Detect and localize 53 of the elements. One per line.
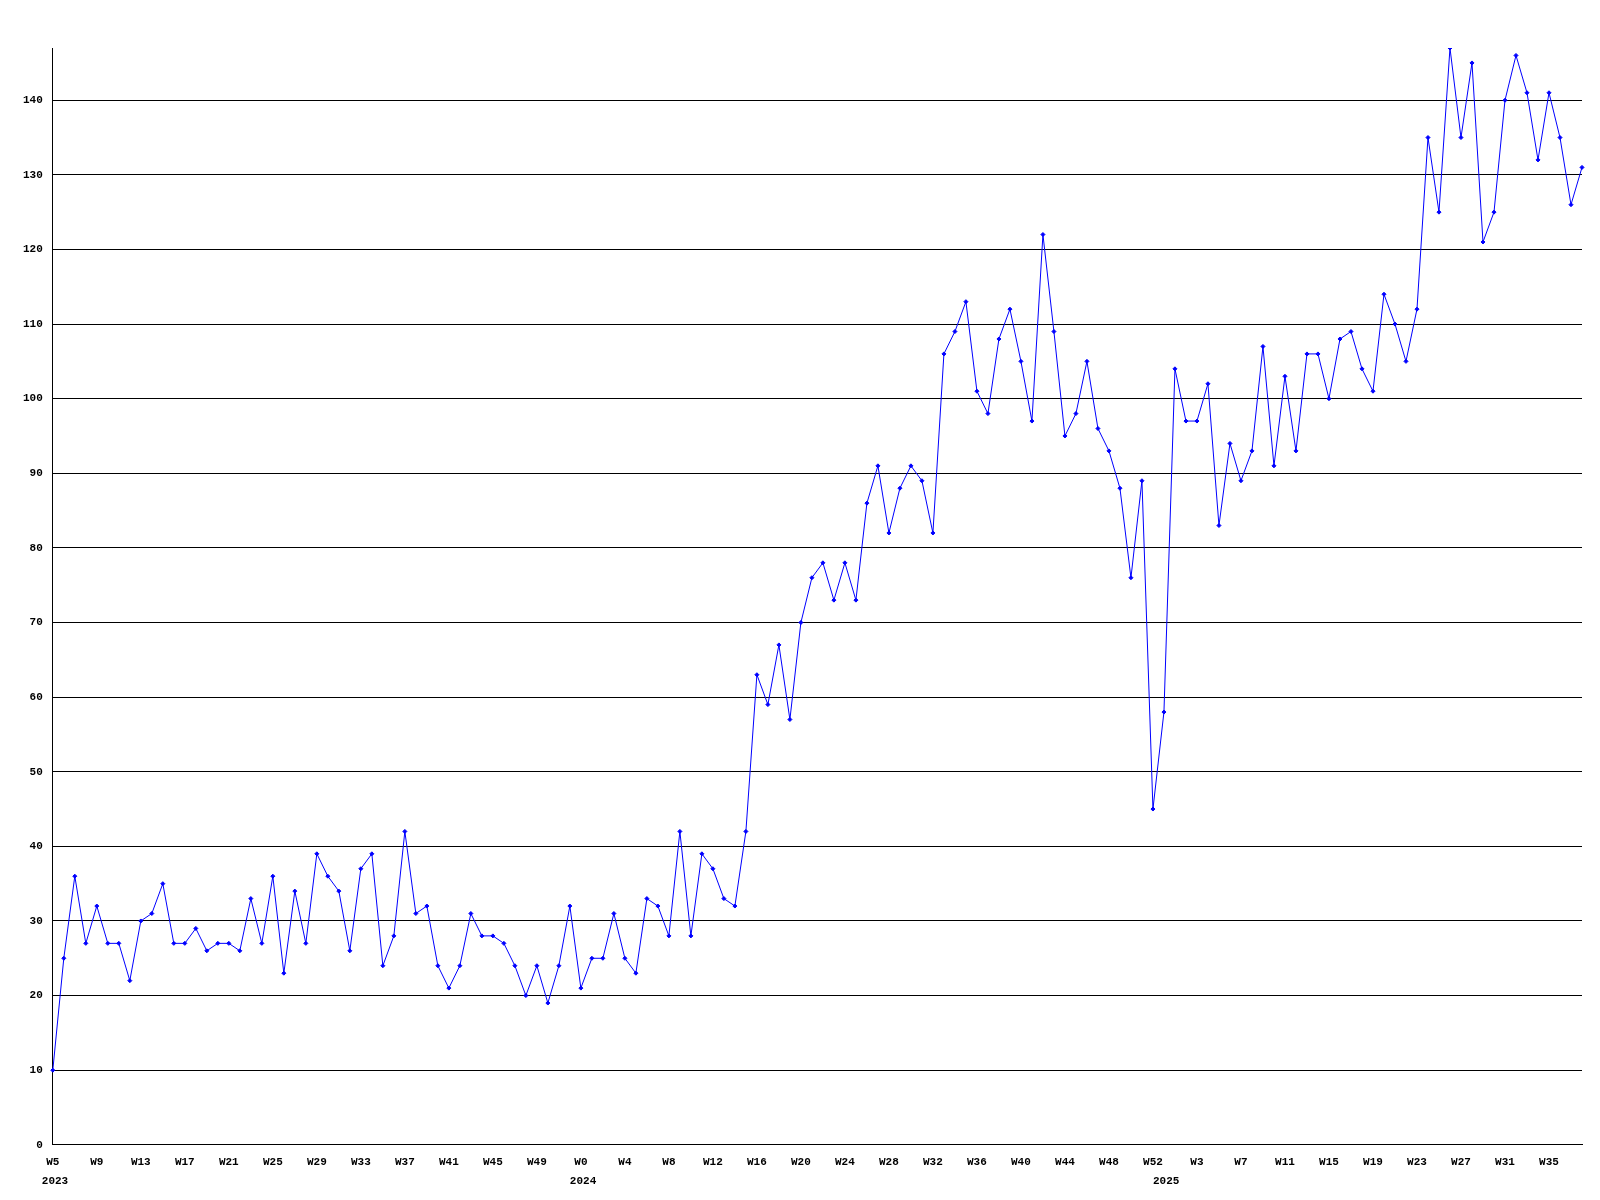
text: 2024 <box>569 1175 597 1188</box>
y-tick-label: 30 <box>29 914 43 927</box>
x-tick-label: W52 <box>1143 1156 1163 1169</box>
x-tick-label: W37 <box>394 1156 415 1169</box>
x-tick-label: W23 <box>1407 1156 1428 1169</box>
x-tick-label: W21 <box>218 1156 240 1169</box>
x-tick-label: W11 <box>1275 1156 1296 1169</box>
text: 2025 <box>1152 1175 1180 1188</box>
x-tick-label: W12 <box>702 1156 723 1169</box>
x-tick-label: W19 <box>1363 1156 1383 1169</box>
y-tick-label: 0 <box>36 1138 43 1151</box>
x-tick-label: W40 <box>1011 1156 1031 1169</box>
x-tick-label: W28 <box>879 1156 900 1169</box>
y-tick-label: 20 <box>29 989 43 1002</box>
x-tick-label: W17 <box>174 1156 195 1169</box>
y-tick-label: 120 <box>22 243 43 256</box>
x-tick-label: W33 <box>350 1156 372 1169</box>
y-tick-label: 100 <box>22 392 43 405</box>
x-tick-label: W4 <box>618 1156 632 1169</box>
x-tick-label: W31 <box>1495 1156 1516 1169</box>
y-tick-label: 80 <box>29 541 43 554</box>
x-tick-label: W45 <box>482 1156 504 1169</box>
x-tick-label: W49 <box>526 1156 547 1169</box>
x-tick-label: W13 <box>130 1156 152 1169</box>
x-tick-label: W3 <box>1190 1156 1204 1169</box>
y-tick-label: 10 <box>29 1063 43 1076</box>
y-tick-label: 50 <box>29 765 43 778</box>
y-tick-label: 40 <box>29 840 43 853</box>
x-tick-label: W9 <box>90 1156 104 1169</box>
x-tick-label: W48 <box>1099 1156 1120 1169</box>
x-tick-label: W32 <box>923 1156 943 1169</box>
x-tick-label: W29 <box>306 1156 327 1169</box>
y-tick-label: 110 <box>22 317 43 330</box>
x-tick-label: W8 <box>662 1156 676 1169</box>
y-tick-label: 140 <box>22 93 43 106</box>
x-tick-label: W41 <box>438 1156 460 1169</box>
x-tick-label: W25 <box>262 1156 284 1169</box>
x-tick-label: W20 <box>790 1156 811 1169</box>
y-tick-label: 90 <box>29 467 43 480</box>
text: 2023 <box>41 1175 69 1188</box>
x-tick-label: W27 <box>1451 1156 1471 1169</box>
y-tick-label: 60 <box>29 690 43 703</box>
x-tick-label: W24 <box>835 1156 856 1169</box>
x-tick-label: W35 <box>1539 1156 1560 1169</box>
x-tick-label: W15 <box>1319 1156 1340 1169</box>
x-tick-label: W16 <box>746 1156 767 1169</box>
x-tick-label: W7 <box>1234 1156 1248 1169</box>
x-tick-label: W5 <box>46 1156 60 1169</box>
x-tick-label: W36 <box>967 1156 987 1169</box>
x-tick-label: W44 <box>1055 1156 1076 1169</box>
y-tick-label: 70 <box>29 616 43 629</box>
y-tick-label: 130 <box>22 168 43 181</box>
x-tick-label: W0 <box>574 1156 588 1169</box>
